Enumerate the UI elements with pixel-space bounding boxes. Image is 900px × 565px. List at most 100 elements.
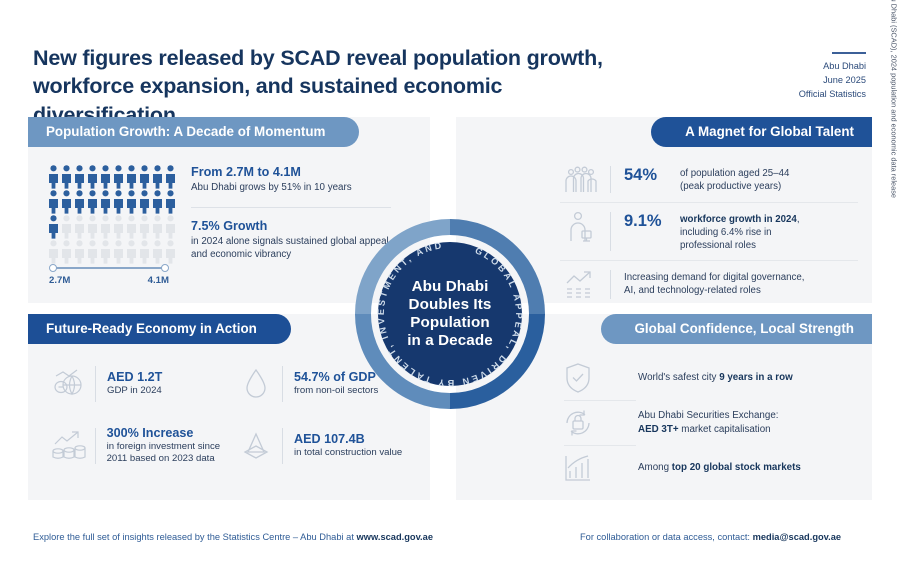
row-divider [610, 166, 611, 193]
person-icon [62, 240, 71, 264]
stat-desc-age-share: of population aged 25–44 (peak productive… [680, 168, 790, 193]
person-icon [101, 165, 110, 189]
stat-text: 54.7% of GDP from non-oil sectors [294, 370, 378, 397]
confidence-row-safest-city: World's safest city 9 years in a row [552, 356, 854, 400]
person-icon [101, 215, 110, 239]
lock-refresh-icon [552, 406, 604, 440]
panel-title-population-growth: Population Growth: A Decade of Momentum [28, 117, 360, 147]
person-icon [127, 165, 136, 189]
person-icon [62, 215, 71, 239]
person-at-desk-icon [556, 210, 606, 245]
person-icon [166, 190, 175, 214]
pictogram-row [48, 190, 176, 214]
globe-coins-icon [46, 368, 92, 400]
stat-desc: from non-oil sectors [294, 385, 379, 397]
stat-text: 300% Increase in foreign investment sinc… [107, 426, 233, 466]
cell-divider [282, 366, 283, 402]
person-icon [62, 190, 71, 214]
person-icon [114, 215, 123, 239]
stat-value-workforce-growth: 9.1% [624, 212, 662, 230]
person-icon [88, 215, 97, 239]
meta-date: June 2025 [823, 74, 866, 85]
scale-dot-min [49, 264, 57, 272]
stat-value: From 2.7M to 4.1M [191, 165, 301, 179]
stat-nonoil-gdp: 54.7% of GDP from non-oil sectors [233, 366, 420, 402]
meta-divider [832, 52, 866, 54]
stat-desc: Abu Dhabi grows by 51% in 10 years [191, 182, 352, 193]
person-icon [153, 190, 162, 214]
center-seal: GLOBAL APPEAL, DRIVEN BY TALENT, INVESTM… [350, 214, 550, 414]
person-icon [127, 240, 136, 264]
panel-global-confidence: Global Confidence, Local Strength World'… [456, 314, 872, 500]
stat-divider [191, 207, 391, 209]
stat-growth-rate: 7.5% Growth in 2024 alone signals sustai… [191, 219, 391, 261]
cell-divider [95, 366, 96, 402]
person-icon [140, 240, 149, 264]
row-divider [610, 212, 611, 251]
footer-insights-link[interactable]: Explore the full set of insights release… [33, 532, 433, 542]
stat-value: 7.5% Growth [191, 219, 268, 234]
person-icon [127, 215, 136, 239]
person-icon [140, 165, 149, 189]
seal-graphic: GLOBAL APPEAL, DRIVEN BY TALENT, INVESTM… [355, 219, 545, 409]
page-title: New figures released by SCAD reveal popu… [33, 46, 603, 127]
stat-desc-digital-demand: Increasing demand for digital governance… [624, 271, 805, 296]
person-icon [49, 190, 58, 214]
confidence-text: Among top 20 global stock markets [638, 462, 801, 474]
stat-value: AED 107.4B [294, 432, 365, 447]
person-icon [114, 165, 123, 189]
row-separator [560, 259, 858, 261]
cell-divider [95, 427, 96, 464]
person-icon [49, 240, 58, 264]
seal-line-3: Population [410, 314, 490, 331]
panel-title-global-talent: A Magnet for Global Talent [651, 117, 872, 147]
meta-location: Abu Dhabi [823, 61, 866, 71]
talent-stat-rows: 54% of population aged 25–44 (peak produc… [556, 157, 858, 308]
stat-value: 300% Increase [106, 426, 194, 440]
stat-desc: in foreign investment since 2011 based o… [106, 441, 221, 465]
growth-chart-arrow-icon [556, 268, 606, 301]
row-separator [564, 445, 636, 446]
person-icon [49, 165, 58, 189]
source-credit: Source: Statistics Centre – Abu Dhabi (S… [890, 0, 899, 198]
panel-title-future-economy: Future-Ready Economy in Action [28, 314, 291, 344]
person-icon [101, 190, 110, 214]
population-pictogram [48, 165, 176, 265]
person-icon [88, 190, 97, 214]
oil-drop-icon [233, 367, 279, 401]
economy-row-1: AED 1.2T GDP in 2024 54.7% of GDP [46, 366, 420, 402]
person-icon [153, 215, 162, 239]
person-icon [127, 190, 136, 214]
person-icon [114, 190, 123, 214]
person-icon [140, 190, 149, 214]
meta-label: Official Statistics [798, 88, 866, 99]
bar-chart-icon [552, 452, 604, 484]
row-separator [560, 202, 858, 203]
panel-population-growth: Population Growth: A Decade of Momentum … [28, 117, 430, 303]
stat-desc: in 2024 alone signals sustained global a… [191, 236, 389, 261]
investment-bars-icon [46, 430, 92, 462]
panel-grid: Population Growth: A Decade of Momentum … [28, 117, 872, 500]
seal-line-1: Abu Dhabi [411, 277, 489, 295]
scale-track [49, 264, 169, 272]
scale-label-max: 4.1M [147, 275, 169, 286]
stat-text: AED 1.2T GDP in 2024 [107, 370, 162, 397]
population-scale: 2.7M 4.1M [49, 264, 169, 286]
scale-bar [53, 267, 165, 269]
person-icon [140, 215, 149, 239]
stat-desc-workforce-growth: workforce growth in 2024, including 6.4% … [680, 214, 800, 252]
confidence-rows: World's safest city 9 years in a row Abu… [552, 356, 854, 490]
shield-check-icon [552, 361, 604, 395]
seal-line-2: Doubles Its [408, 295, 492, 313]
panel-title-global-confidence: Global Confidence, Local Strength [600, 314, 872, 344]
person-icon [88, 240, 97, 264]
pictogram-row [48, 165, 176, 189]
person-icon [75, 215, 84, 239]
person-icon [75, 190, 84, 214]
footer-contact-link[interactable]: For collaboration or data access, contac… [580, 532, 842, 542]
economy-row-2: 300% Increase in foreign investment sinc… [46, 426, 420, 466]
confidence-text: Abu Dhabi Securities Exchange: AED 3T+ ma… [638, 410, 779, 435]
pictogram-row [48, 240, 176, 264]
person-icon [153, 240, 162, 264]
